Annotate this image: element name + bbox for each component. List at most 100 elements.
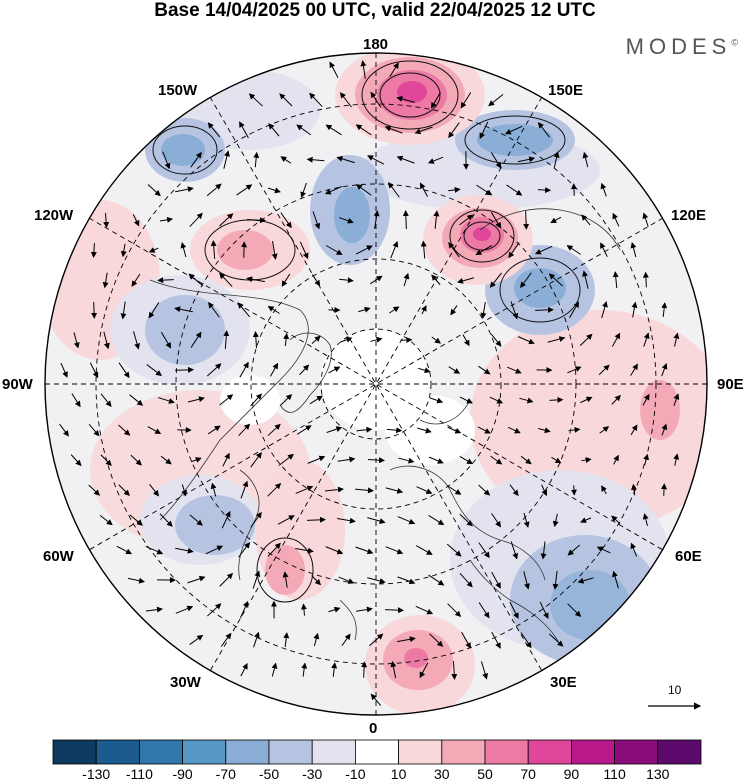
wind-vector: [208, 301, 220, 318]
wind-vector: [547, 336, 566, 343]
wind-vector: [430, 91, 441, 109]
colorbar-bin: [657, 739, 702, 765]
wind-vector: [476, 184, 493, 196]
wind-vector: [221, 510, 231, 529]
wind-vector: [282, 571, 289, 588]
wind-vector: [223, 330, 230, 350]
wind-vector: [190, 331, 202, 348]
wind-vector: [459, 513, 473, 527]
wind-vector: [246, 217, 266, 224]
wind-vector: [508, 242, 520, 259]
wind-vector: [448, 122, 460, 139]
wind-vector: [431, 274, 441, 286]
wind-vector: [490, 212, 502, 229]
wind-vector: [100, 454, 112, 466]
wind-vector: [661, 363, 668, 377]
wind-vector: [402, 210, 409, 230]
wind-vector: [462, 334, 470, 347]
wind-vector: [131, 273, 141, 287]
wind-vector: [174, 306, 193, 313]
wind-vector: [431, 336, 442, 344]
wind-vector: [277, 515, 295, 525]
wind-vector: [568, 426, 581, 433]
wind-vector: [450, 305, 458, 316]
wind-vector: [612, 570, 619, 589]
wind-vector: [490, 152, 502, 169]
wind-vector: [355, 546, 374, 555]
wind-vector: [520, 272, 532, 289]
colorbar-bin: [182, 739, 227, 765]
wind-vector: [429, 397, 444, 404]
wind-vector: [329, 61, 339, 78]
colorbar-bin: [354, 739, 399, 765]
wind-vector: [642, 212, 649, 227]
wind-vector: [180, 242, 187, 258]
wind-vector: [390, 660, 397, 679]
wind-vector: [118, 424, 131, 436]
wind-vector: [600, 182, 607, 197]
colorbar-tick-label: -50: [258, 766, 280, 782]
wind-vector: [336, 155, 355, 164]
wind-vector: [361, 661, 368, 678]
wind-vector: [491, 571, 501, 589]
colorbar-tick-label: -110: [125, 766, 153, 782]
wind-vector: [271, 662, 278, 677]
wind-vector: [373, 210, 380, 229]
wind-vector: [415, 605, 434, 615]
wind-vector: [174, 366, 194, 373]
colorbar-tick-label: 110: [603, 766, 626, 782]
wind-vector: [337, 456, 356, 463]
lon-label-30w: 30W: [170, 674, 201, 691]
wind-vector: [356, 606, 373, 613]
wind-vector: [369, 633, 384, 647]
wind-vector: [280, 156, 292, 164]
wind-vector: [506, 184, 523, 196]
wind-vector: [446, 543, 462, 557]
wind-vector: [207, 603, 222, 617]
wind-vector: [661, 423, 668, 436]
wind-vector: [548, 633, 564, 647]
wind-vector: [520, 632, 532, 649]
colorbar-bin: [138, 739, 183, 765]
wind-vector: [535, 306, 554, 313]
wind-vector: [73, 332, 80, 349]
wind-vector: [223, 150, 230, 169]
wind-vector: [253, 631, 260, 648]
colorbar-tick-label: -130: [82, 766, 111, 782]
wind-vector: [219, 213, 234, 227]
wind-vector: [311, 274, 321, 287]
brand-text: MODES: [625, 34, 732, 59]
wind-vector: [162, 151, 171, 170]
wind-vector: [313, 632, 320, 647]
wind-vector: [580, 517, 592, 523]
wind-vector: [370, 91, 382, 108]
wind-vector: [129, 394, 144, 406]
wind-vector: [60, 362, 68, 378]
colorbar-bin: [527, 739, 572, 765]
wind-vector: [240, 480, 249, 499]
wind-vector: [390, 241, 399, 259]
wind-vector: [433, 210, 440, 229]
wind-vector: [459, 396, 473, 404]
wind-vector: [539, 601, 549, 619]
wind-vector: [281, 273, 291, 287]
wind-vector: [189, 514, 203, 526]
wind-vector: [309, 395, 323, 405]
wind-vector: [673, 453, 680, 466]
wind-vector: [611, 332, 621, 347]
wind-vector: [129, 514, 143, 526]
wind-vector: [384, 607, 404, 614]
graticule: [45, 53, 707, 715]
wind-vector: [337, 517, 356, 524]
wind-vector: [239, 361, 249, 378]
wind-vector: [509, 484, 519, 497]
wind-vector: [612, 212, 620, 227]
wind-vector: [570, 485, 577, 496]
colorbar-tick-label: 90: [563, 766, 580, 782]
coastlines: [149, 208, 621, 646]
wind-vector: [146, 364, 162, 377]
wind-vector: [118, 484, 130, 496]
wind-vector: [451, 660, 458, 680]
colorbar-tick-label: 130: [646, 766, 670, 782]
wind-vector: [283, 632, 290, 647]
